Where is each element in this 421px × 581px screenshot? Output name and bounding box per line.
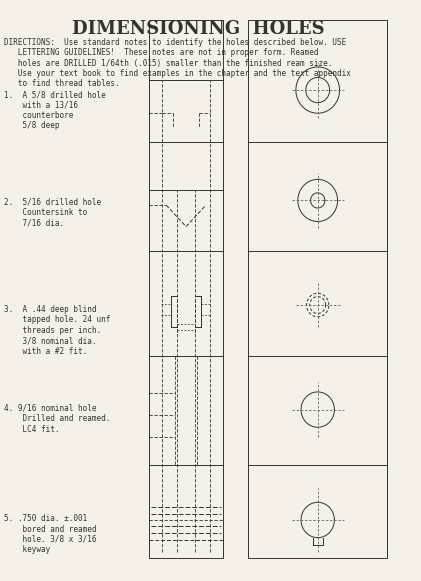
Text: DIMENSIONING  HOLES: DIMENSIONING HOLES xyxy=(72,20,325,38)
Text: DIRECTIONS:  Use standard notes to identify the holes described below. USE
   LE: DIRECTIONS: Use standard notes to identi… xyxy=(4,38,351,88)
Text: 1.  A 5/8 drilled hole
    with a 13/16
    counterbore
    5/8 deep: 1. A 5/8 drilled hole with a 13/16 count… xyxy=(4,90,106,130)
Text: 3.  A .44 deep blind
    tapped hole. 24 unf
    threads per inch.
    3/8 nomin: 3. A .44 deep blind tapped hole. 24 unf … xyxy=(4,305,110,356)
Text: 4. 9/16 nominal hole
    Drilled and reamed.
    LC4 fit.: 4. 9/16 nominal hole Drilled and reamed.… xyxy=(4,404,110,433)
Text: 5. .750 dia. ±.001
    bored and reamed
    hole. 3/8 x 3/16
    keyway: 5. .750 dia. ±.001 bored and reamed hole… xyxy=(4,514,96,554)
Text: 2.  5/16 drilled hole
    Countersink to
    7/16 dia.: 2. 5/16 drilled hole Countersink to 7/16… xyxy=(4,198,101,227)
